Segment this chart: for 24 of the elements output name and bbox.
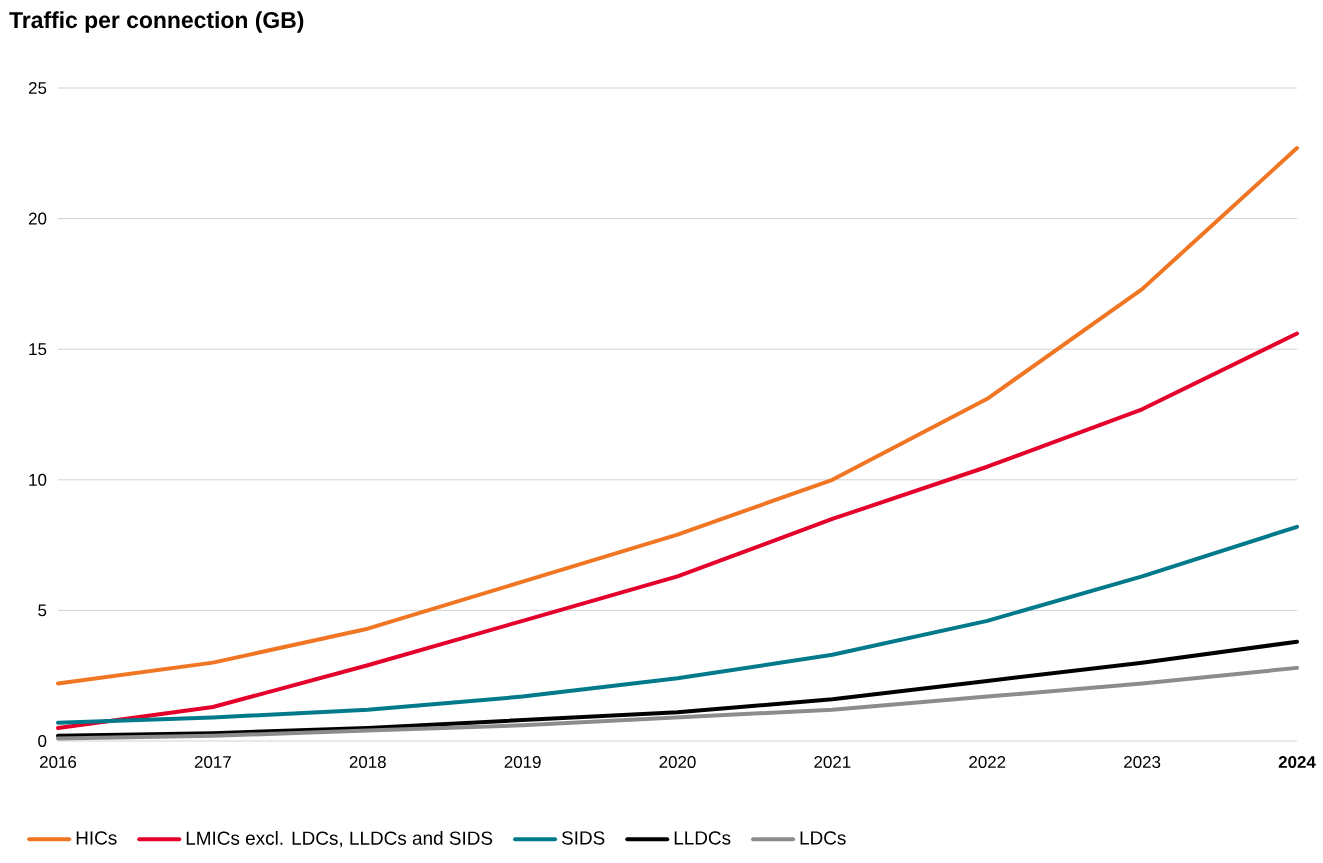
x-tick-label: 2017 [194,756,231,769]
line-series [56,146,1299,686]
x-tick-label: 2016 [40,756,77,769]
line-series [56,331,1299,730]
legend-label: SIDS [561,831,605,845]
x-tick-label: 2020 [659,756,696,769]
x-tick-label: 2024 [1278,756,1316,769]
chart-title: Traffic per connection (GB) [9,11,304,33]
x-tick-label: 2019 [504,756,541,769]
y-tick-label: 10 [29,473,47,486]
y-tick-label: 5 [38,604,47,617]
x-tick-label: 2021 [814,756,851,769]
legend-label: LMICs excl. LDCs, LLDCs and SIDS [186,830,493,848]
y-tick-label: 20 [28,212,47,225]
y-tick-label: 0 [38,735,47,747]
line-series [56,524,1299,725]
x-tick-label: 2018 [349,756,386,769]
x-tick-label: 2023 [1124,756,1161,769]
legend-label: LLDCs [674,831,731,845]
x-tick-label: 2022 [969,756,1006,769]
y-tick-label: 25 [28,82,47,94]
legend-label: HICs [76,831,117,845]
legend-label: LDCs [800,831,846,845]
y-tick-label: 15 [29,343,47,356]
